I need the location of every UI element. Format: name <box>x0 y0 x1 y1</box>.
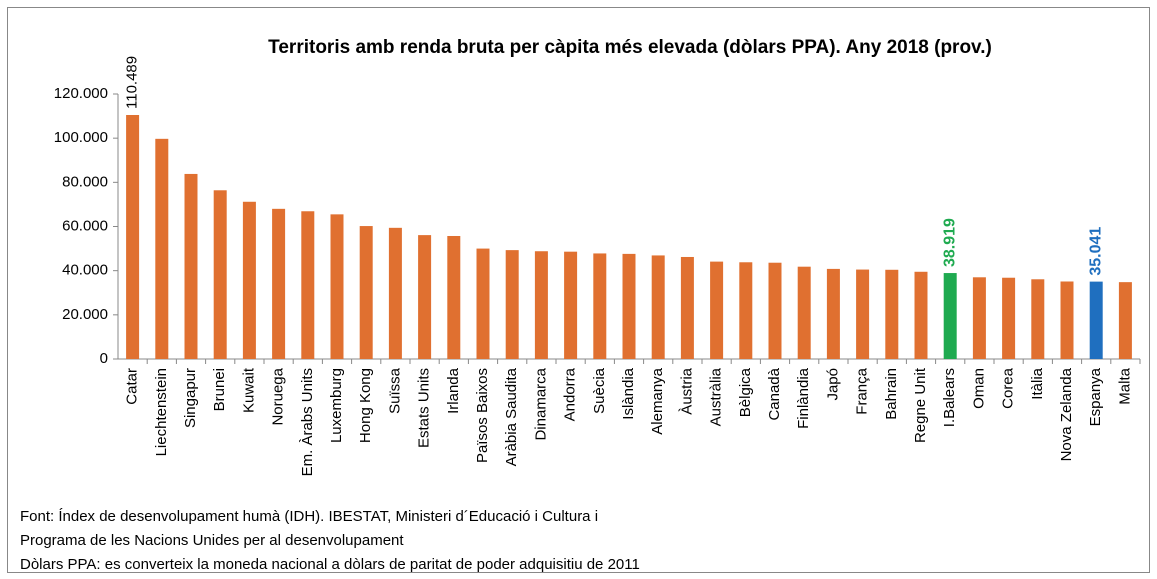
bar <box>856 269 870 359</box>
bar <box>739 262 753 359</box>
x-tick-label: Suècia <box>591 367 608 414</box>
note: Font: Índex de desenvolupament humà (IDH… <box>20 508 598 525</box>
x-tick-label: Liechtenstein <box>153 368 170 456</box>
chart-title: Territoris amb renda bruta per càpita mé… <box>268 37 992 58</box>
bar <box>447 235 461 359</box>
bar <box>242 201 256 359</box>
bar <box>680 256 694 359</box>
bar <box>213 190 227 359</box>
x-tick-label: Suïssa <box>386 367 403 414</box>
bar <box>768 262 782 359</box>
bar <box>1002 277 1016 359</box>
bar <box>126 115 140 360</box>
note: Programa de les Nacions Unides per al de… <box>20 532 404 549</box>
bar <box>914 271 928 359</box>
x-tick-label: Canadà <box>766 367 783 420</box>
bar <box>476 248 490 359</box>
x-tick-label: Àustria <box>678 367 695 414</box>
y-tick-label: 40.000 <box>62 262 108 279</box>
x-tick-label: Estats Units <box>416 368 433 448</box>
x-tick-label: Finlàndia <box>795 367 812 429</box>
x-tick-label: Kuwait <box>240 367 257 413</box>
bar <box>593 253 607 359</box>
bar <box>1060 281 1074 359</box>
bar <box>885 269 899 359</box>
x-tick-label: Regne Unit <box>912 367 929 443</box>
x-tick-label: Països Baixos <box>474 368 491 463</box>
x-tick-label: Singapur <box>182 368 199 428</box>
bar <box>564 251 578 359</box>
y-tick-label: 60.000 <box>62 217 108 234</box>
x-tick-label: Bahrain <box>883 368 900 420</box>
value-label: 35.041 <box>1087 227 1104 276</box>
x-tick-label: Dinamarca <box>532 367 549 440</box>
bar <box>418 235 432 359</box>
x-tick-label: Hong Kong <box>357 368 374 443</box>
x-tick-label: Em. Àrabs Units <box>299 368 316 476</box>
y-tick-label: 80.000 <box>62 173 108 190</box>
bar <box>972 277 986 359</box>
chart-frame <box>7 7 1150 573</box>
bar <box>943 273 957 359</box>
y-tick-label: 100.000 <box>54 129 108 146</box>
bar <box>359 226 373 359</box>
x-tick-label: Brunei <box>211 368 228 411</box>
x-tick-label: Catar <box>124 368 141 405</box>
bar <box>1118 282 1132 359</box>
bar <box>505 250 519 359</box>
x-tick-label: Luxemburg <box>328 368 345 443</box>
x-tick-label: Austràlia <box>708 367 725 426</box>
x-tick-label: Alemanya <box>649 367 666 434</box>
bar <box>622 253 636 359</box>
y-tick-label: 120.000 <box>54 85 108 102</box>
x-tick-label: Bèlgica <box>737 367 754 417</box>
bar <box>797 266 811 359</box>
bar <box>710 261 724 359</box>
x-tick-label: Irlanda <box>445 367 462 414</box>
bar <box>301 211 315 359</box>
y-tick-label: 20.000 <box>62 306 108 323</box>
x-tick-label: Itàlia <box>1029 367 1046 399</box>
bar <box>826 268 840 359</box>
value-label: 110.489 <box>124 56 141 109</box>
bar <box>388 227 402 359</box>
x-tick-label: Noruega <box>270 367 287 425</box>
note: Dòlars PPA: es converteix la moneda naci… <box>20 556 640 573</box>
x-tick-label: Nova Zelanda <box>1058 367 1075 461</box>
x-tick-label: Oman <box>970 368 987 409</box>
bar <box>272 208 286 359</box>
value-label: 38.919 <box>941 218 958 267</box>
x-tick-label: Malta <box>1116 367 1133 404</box>
bar <box>534 251 548 359</box>
bar <box>651 255 665 359</box>
x-tick-label: França <box>854 367 871 414</box>
bar <box>1089 281 1103 359</box>
x-tick-label: Islàndia <box>620 367 637 419</box>
x-tick-label: Andorra <box>562 367 579 421</box>
x-tick-label: I.Balears <box>941 368 958 427</box>
y-tick-label: 0 <box>100 350 108 367</box>
bar <box>155 138 169 359</box>
x-tick-label: Japó <box>824 368 841 401</box>
bar <box>184 173 198 359</box>
bar <box>1031 279 1045 359</box>
bar <box>330 214 344 359</box>
x-tick-label: Aràbia Saudita <box>503 367 520 466</box>
x-tick-label: Corea <box>1000 367 1017 409</box>
x-tick-label: Espanya <box>1087 367 1104 426</box>
